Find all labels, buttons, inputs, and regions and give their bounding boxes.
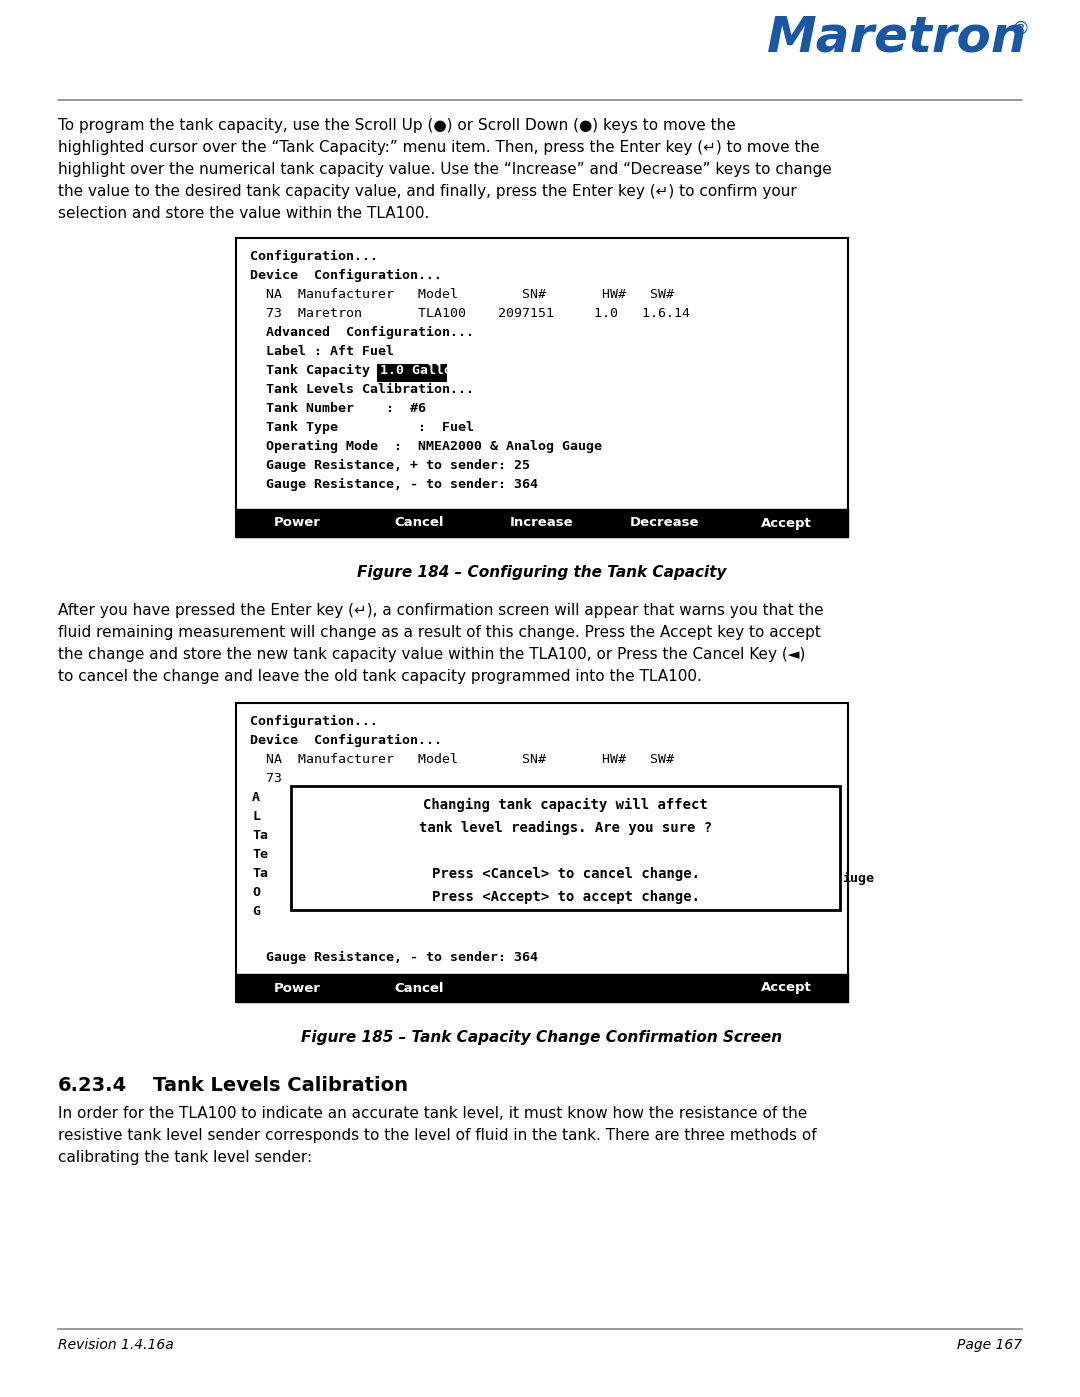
Text: To program the tank capacity, use the Scroll Up (●) or Scroll Down (●) keys to m: To program the tank capacity, use the Sc… [58,117,735,133]
Text: After you have pressed the Enter key (↵), a confirmation screen will appear that: After you have pressed the Enter key (↵)… [58,604,824,617]
Text: Page 167: Page 167 [957,1338,1022,1352]
Bar [237,509,848,536]
Text: Ta: Ta [252,828,268,842]
Text: 6.23.4: 6.23.4 [58,1076,127,1095]
Text: In order for the TLA100 to indicate an accurate tank level, it must know how the: In order for the TLA100 to indicate an a… [58,1106,807,1120]
Text: Configuration...: Configuration... [249,250,378,263]
Text: highlighted cursor over the “Tank Capacity:” menu item. Then, press the Enter ke: highlighted cursor over the “Tank Capaci… [58,140,820,155]
Text: Press <Accept> to accept change.: Press <Accept> to accept change. [432,890,700,904]
Text: Decrease: Decrease [630,517,699,529]
Text: Tank Capacity    :: Tank Capacity : [249,365,426,377]
Bar [237,703,848,1002]
Text: O: O [252,886,260,900]
Text: Power: Power [273,982,321,995]
Text: Changing tank capacity will affect: Changing tank capacity will affect [423,798,707,812]
Text: Figure 185 – Tank Capacity Change Confirmation Screen: Figure 185 – Tank Capacity Change Confir… [301,1030,783,1045]
Text: 73: 73 [249,773,282,785]
Text: Tank Number    :  #6: Tank Number : #6 [249,402,426,415]
Text: Cancel: Cancel [395,982,444,995]
Text: NA  Manufacturer   Model        SN#       HW#   SW#: NA Manufacturer Model SN# HW# SW# [249,753,674,766]
Text: Tank Type          :  Fuel: Tank Type : Fuel [249,420,474,434]
Text: highlight over the numerical tank capacity value. Use the “Increase” and “Decrea: highlight over the numerical tank capaci… [58,162,832,177]
Text: L: L [252,810,260,823]
Bar [377,365,447,381]
Text: 1.0 Gallons: 1.0 Gallons [379,365,468,377]
Text: ®: ® [1012,20,1030,38]
Text: Power: Power [273,517,321,529]
Text: Configuration...: Configuration... [249,715,378,728]
Text: Tank Levels Calibration: Tank Levels Calibration [153,1076,408,1095]
Text: Increase: Increase [510,517,573,529]
Text: Ta: Ta [252,868,268,880]
Text: Advanced  Configuration...: Advanced Configuration... [249,326,474,339]
Text: calibrating the tank level sender:: calibrating the tank level sender: [58,1150,312,1165]
Text: to cancel the change and leave the old tank capacity programmed into the TLA100.: to cancel the change and leave the old t… [58,669,702,685]
Bar [291,787,840,909]
Text: Cancel: Cancel [395,517,444,529]
Text: the value to the desired tank capacity value, and finally, press the Enter key (: the value to the desired tank capacity v… [58,184,797,198]
Text: Revision 1.4.16a: Revision 1.4.16a [58,1338,174,1352]
Text: Gauge Resistance, - to sender: 364: Gauge Resistance, - to sender: 364 [249,951,538,964]
Text: Accept: Accept [761,517,812,529]
Text: iuge: iuge [842,872,874,886]
Text: G: G [252,905,260,918]
Text: Press <Cancel> to cancel change.: Press <Cancel> to cancel change. [432,868,700,882]
Text: A: A [252,791,260,805]
Text: selection and store the value within the TLA100.: selection and store the value within the… [58,205,430,221]
Text: Gauge Resistance, + to sender: 25: Gauge Resistance, + to sender: 25 [249,460,530,472]
Text: Figure 184 – Configuring the Tank Capacity: Figure 184 – Configuring the Tank Capaci… [357,564,727,580]
Text: Tank Levels Calibration...: Tank Levels Calibration... [249,383,474,395]
Text: NA  Manufacturer   Model        SN#       HW#   SW#: NA Manufacturer Model SN# HW# SW# [249,288,674,300]
Text: 73  Maretron       TLA100    2097151     1.0   1.6.14: 73 Maretron TLA100 2097151 1.0 1.6.14 [249,307,690,320]
Text: Te: Te [252,848,268,861]
Text: tank level readings. Are you sure ?: tank level readings. Are you sure ? [419,821,712,835]
Text: Maretron: Maretron [767,14,1027,61]
Text: Device  Configuration...: Device Configuration... [249,270,442,282]
Text: Label : Aft Fuel: Label : Aft Fuel [249,345,394,358]
Text: Gauge Resistance, - to sender: 364: Gauge Resistance, - to sender: 364 [249,478,538,492]
Bar [237,974,848,1002]
Text: Operating Mode  :  NMEA2000 & Analog Gauge: Operating Mode : NMEA2000 & Analog Gauge [249,440,602,453]
Text: fluid remaining measurement will change as a result of this change. Press the Ac: fluid remaining measurement will change … [58,624,821,640]
Text: Device  Configuration...: Device Configuration... [249,733,442,747]
Bar [237,237,848,536]
Text: resistive tank level sender corresponds to the level of fluid in the tank. There: resistive tank level sender corresponds … [58,1127,816,1143]
Text: Accept: Accept [761,982,812,995]
Text: the change and store the new tank capacity value within the TLA100, or Press the: the change and store the new tank capaci… [58,647,806,662]
